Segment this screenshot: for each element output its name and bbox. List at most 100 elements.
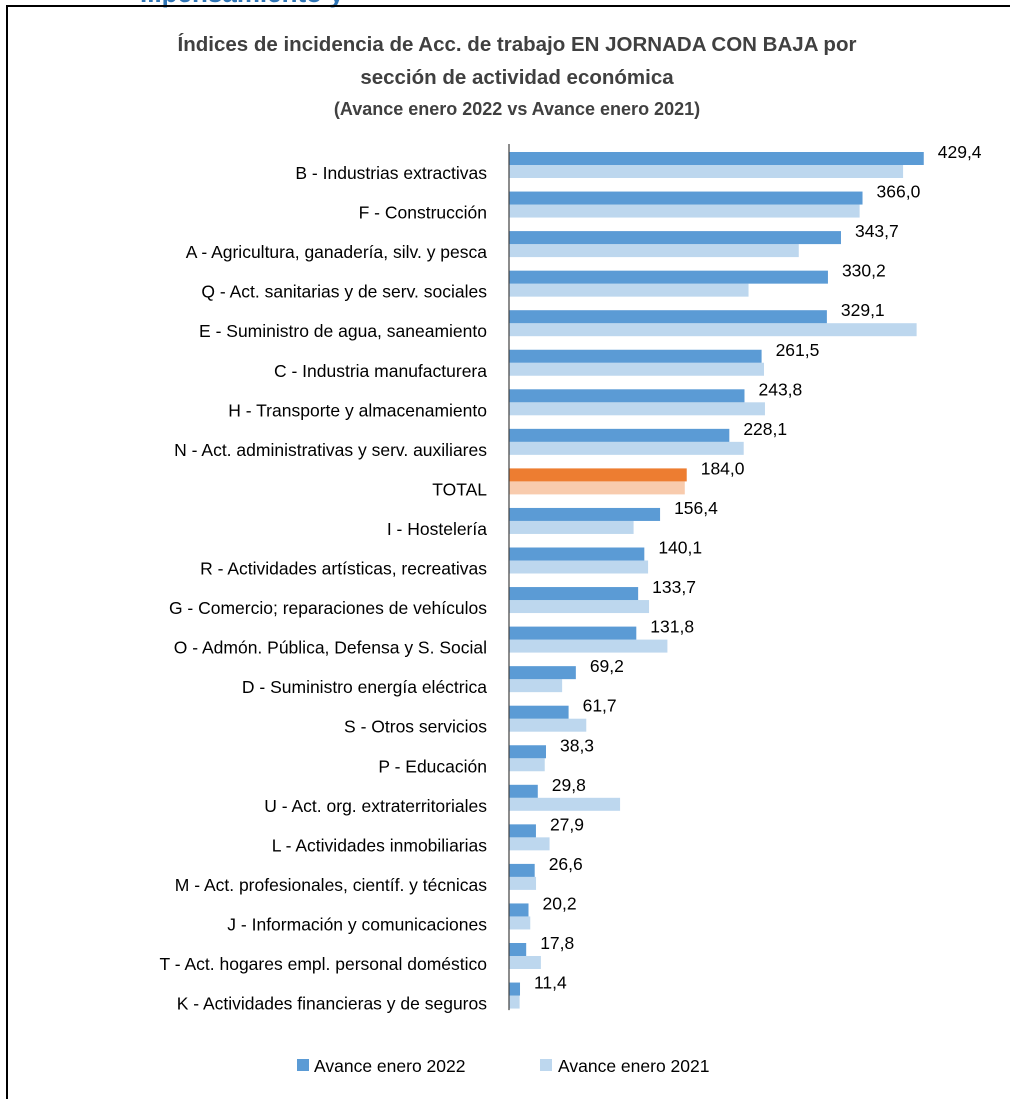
bar-2021 bbox=[509, 402, 765, 416]
legend-label-2022: Avance enero 2022 bbox=[314, 1056, 465, 1076]
category-label: G - Comercio; reparaciones de vehículos bbox=[169, 598, 487, 618]
cropped-header-text: ...pensamiento y bbox=[140, 0, 344, 9]
legend-swatch-2022 bbox=[297, 1059, 309, 1071]
category-label: T - Act. hogares empl. personal doméstic… bbox=[160, 954, 487, 974]
bar-2021 bbox=[509, 797, 621, 811]
data-labels: 429,4 366,0 343,7 330,2 329,1 261,5 243,8 228,1… bbox=[534, 142, 982, 993]
bar-2022 bbox=[509, 547, 645, 561]
bar-2021 bbox=[509, 560, 649, 574]
bar-2022 bbox=[509, 191, 863, 205]
bar-2021 bbox=[509, 323, 917, 337]
legend-label-2021: Avance enero 2021 bbox=[558, 1056, 709, 1076]
category-label: TOTAL bbox=[432, 479, 487, 499]
bar-2021 bbox=[509, 758, 545, 772]
data-label-2022: 366,0 bbox=[877, 182, 921, 202]
data-label-2022: 61,7 bbox=[583, 696, 617, 716]
bar-2022 bbox=[509, 468, 687, 482]
bar-2021 bbox=[509, 876, 537, 890]
bar-2022 bbox=[509, 824, 536, 838]
data-label-2022: 29,8 bbox=[552, 775, 586, 795]
bar-2022 bbox=[509, 745, 546, 759]
data-label-2022: 343,7 bbox=[855, 221, 899, 241]
bar-2022 bbox=[509, 626, 637, 640]
category-label: E - Suministro de agua, saneamiento bbox=[199, 321, 487, 341]
data-label-2022: 133,7 bbox=[652, 577, 696, 597]
bar-2021 bbox=[509, 837, 550, 851]
category-label: D - Suministro energía eléctrica bbox=[242, 677, 487, 697]
bar-2022 bbox=[509, 982, 521, 996]
data-label-2022: 429,4 bbox=[938, 142, 982, 162]
data-label-2022: 27,9 bbox=[550, 814, 584, 834]
data-label-2022: 329,1 bbox=[841, 300, 885, 320]
chart-title-line-3: (Avance enero 2022 vs Avance enero 2021) bbox=[334, 99, 700, 119]
data-label-2022: 11,4 bbox=[534, 973, 567, 993]
chart-frame bbox=[6, 5, 1010, 1099]
bar-2021 bbox=[509, 639, 668, 653]
bar-2021 bbox=[509, 718, 587, 732]
category-label: O - Admón. Pública, Defensa y S. Social bbox=[174, 638, 487, 658]
series-2021-bars bbox=[509, 165, 917, 1009]
data-label-2022: 131,8 bbox=[650, 617, 694, 637]
data-label-2022: 243,8 bbox=[758, 379, 802, 399]
bar-2022 bbox=[509, 705, 569, 719]
bar-2021 bbox=[509, 916, 531, 930]
bar-2021 bbox=[509, 520, 634, 534]
bar-2021 bbox=[509, 679, 563, 693]
category-label: F - Construcción bbox=[359, 203, 487, 223]
bar-2021 bbox=[509, 165, 904, 178]
bar-2022 bbox=[509, 310, 827, 324]
data-label-2022: 38,3 bbox=[560, 735, 594, 755]
bar-2022 bbox=[509, 587, 639, 601]
bar-2021 bbox=[509, 362, 764, 376]
bar-2022 bbox=[509, 389, 745, 403]
category-labels: B - Industrias extractivas F - Construcci… bbox=[160, 163, 488, 1014]
bar-2022 bbox=[509, 152, 924, 165]
data-label-2022: 156,4 bbox=[674, 498, 718, 518]
data-label-2022: 330,2 bbox=[842, 261, 886, 281]
category-label: C - Industria manufacturera bbox=[274, 361, 487, 381]
data-label-2022: 140,1 bbox=[658, 538, 702, 558]
bar-2022 bbox=[509, 863, 535, 877]
category-label: M - Act. profesionales, científ. y técni… bbox=[175, 875, 487, 895]
bar-2022 bbox=[509, 666, 576, 680]
data-label-2022: 26,6 bbox=[549, 854, 583, 874]
category-label: B - Industrias extractivas bbox=[295, 163, 487, 183]
legend: Avance enero 2022 Avance enero 2021 bbox=[297, 1056, 709, 1076]
category-label: U - Act. org. extraterritoriales bbox=[264, 796, 487, 816]
category-label: I - Hostelería bbox=[387, 519, 487, 539]
category-label: A - Agricultura, ganadería, silv. y pesc… bbox=[186, 242, 487, 262]
bar-2022 bbox=[509, 231, 841, 245]
bar-2022 bbox=[509, 349, 762, 363]
chart-title: Índices de incidencia de Acc. de trabajo… bbox=[178, 33, 857, 119]
chart-title-line-1: Índices de incidencia de Acc. de trabajo… bbox=[178, 33, 857, 56]
category-label: R - Actividades artísticas, recreativas bbox=[200, 559, 487, 579]
category-label: K - Actividades financieras y de seguros bbox=[177, 994, 488, 1014]
bar-2021 bbox=[509, 244, 799, 258]
bar-2021 bbox=[509, 204, 860, 218]
bar-2021 bbox=[509, 600, 650, 614]
bar-2021 bbox=[509, 481, 685, 495]
series-2022-bars bbox=[509, 152, 924, 996]
legend-swatch-2021 bbox=[540, 1059, 552, 1071]
bar-2022 bbox=[509, 270, 828, 284]
bar-2021 bbox=[509, 956, 541, 969]
data-label-2022: 261,5 bbox=[776, 340, 820, 360]
bar-2022 bbox=[509, 943, 527, 956]
category-label: N - Act. administrativas y serv. auxilia… bbox=[174, 440, 487, 460]
bar-2021 bbox=[509, 441, 744, 455]
data-label-2022: 17,8 bbox=[540, 933, 574, 953]
bar-2022 bbox=[509, 428, 730, 442]
category-label: J - Información y comunicaciones bbox=[227, 914, 487, 934]
category-label: P - Educación bbox=[378, 756, 487, 776]
bar-2022 bbox=[509, 903, 529, 917]
data-label-2022: 69,2 bbox=[590, 656, 624, 676]
data-label-2022: 20,2 bbox=[543, 893, 577, 913]
bar-2021 bbox=[509, 995, 520, 1009]
bar-2022 bbox=[509, 507, 661, 521]
data-label-2022: 184,0 bbox=[701, 458, 745, 478]
category-label: S - Otros servicios bbox=[344, 717, 487, 737]
category-label: H - Transporte y almacenamiento bbox=[228, 400, 487, 420]
bar-2022 bbox=[509, 784, 538, 798]
bar-2021 bbox=[509, 283, 749, 297]
